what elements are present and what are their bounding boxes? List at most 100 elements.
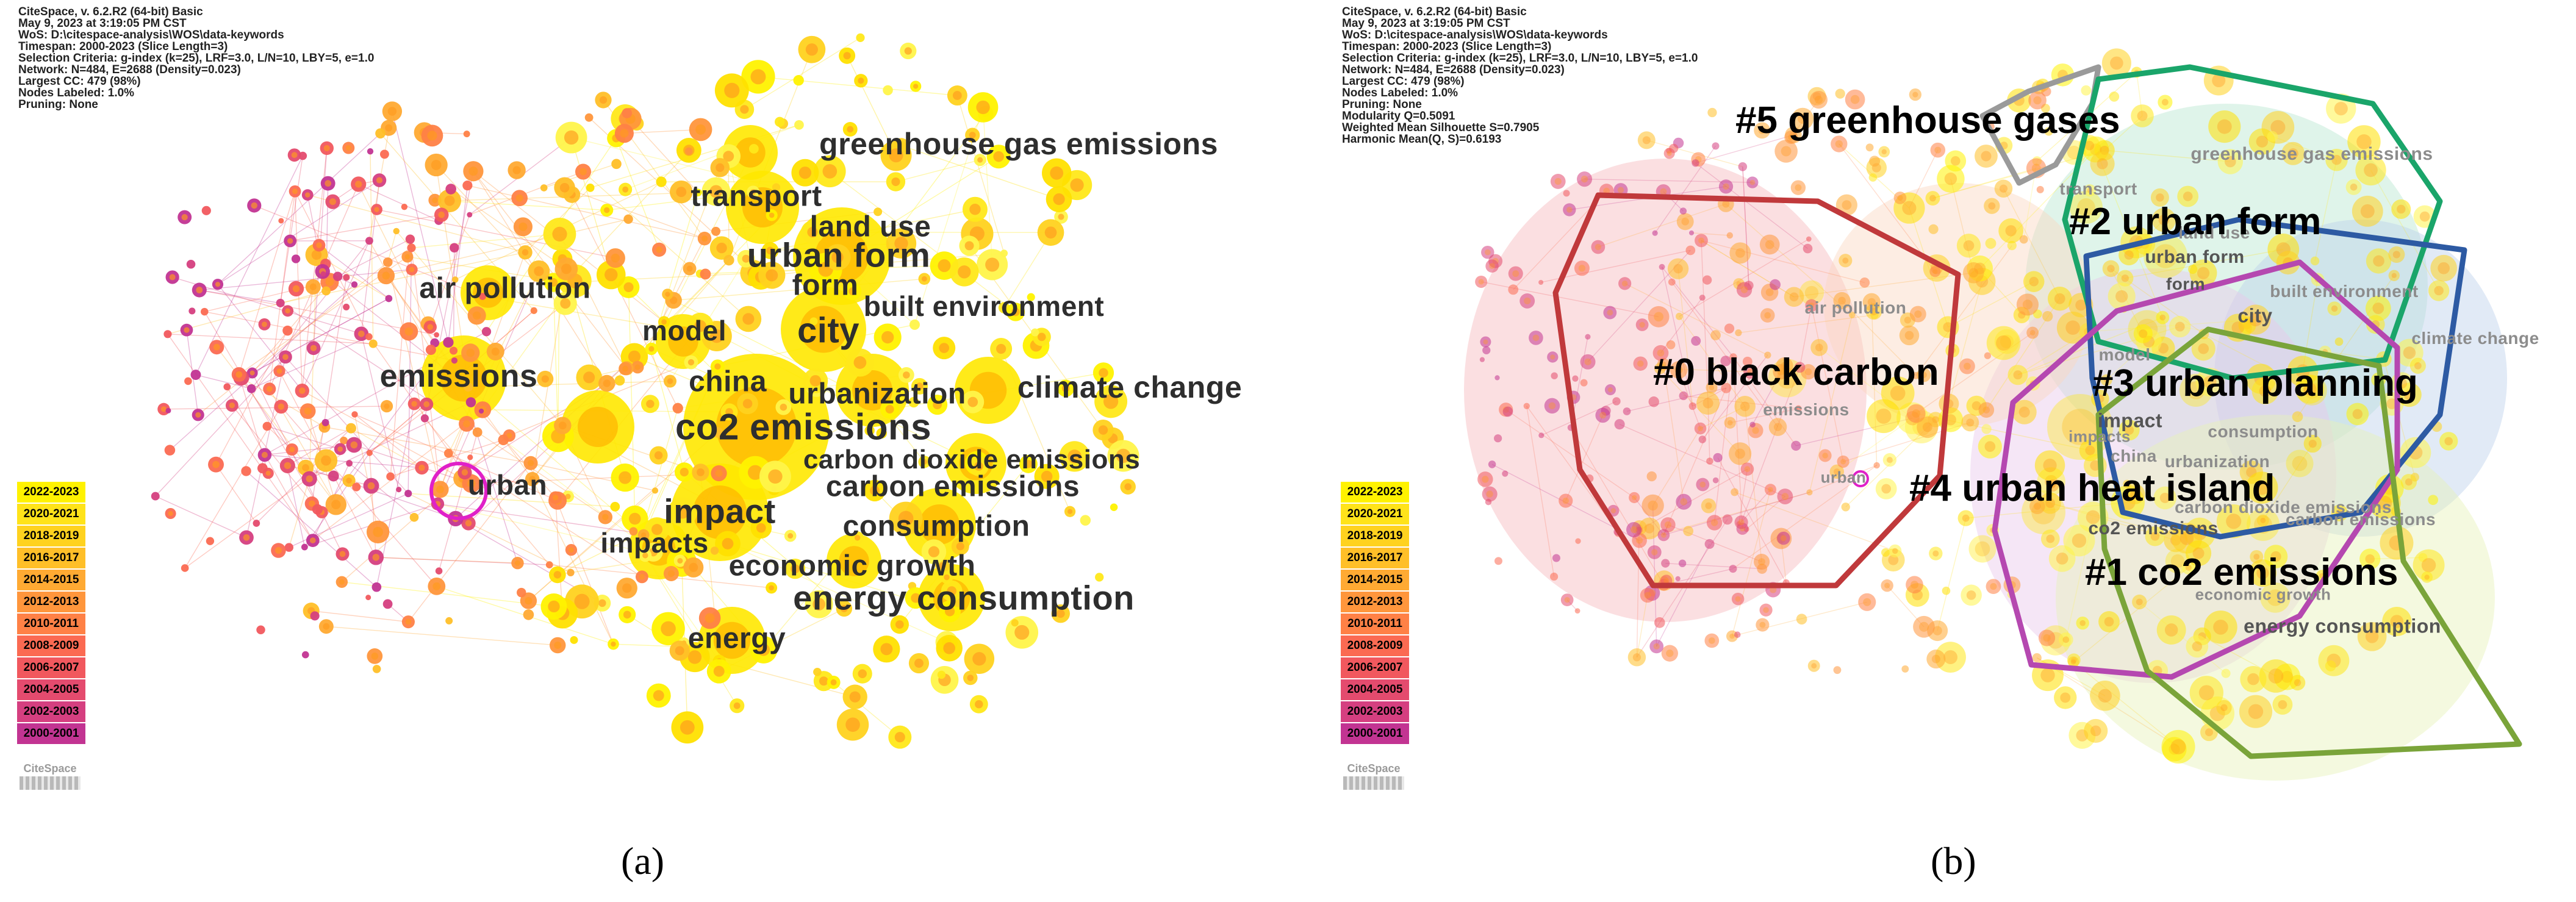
keyword-label: model [2098, 345, 2151, 364]
cluster-label-1: #1 co2 emissions [2085, 551, 2398, 593]
legend-year: 2012-2013 [17, 592, 85, 612]
legend-year: 2012-2013 [1341, 592, 1409, 612]
keyword-label: impact [664, 492, 776, 531]
keyword-label: economic growth [728, 549, 976, 582]
cluster-label-2: #2 urban form [2069, 201, 2322, 243]
info-line: Largest CC: 479 (98%) [18, 75, 141, 88]
keyword-label: consumption [2208, 422, 2319, 441]
keyword-label: economic growth [2195, 585, 2331, 604]
keyword-label: energy consumption [2244, 615, 2441, 637]
legend-year: 2006-2007 [17, 657, 85, 678]
info-line: Harmonic Mean(Q, S)=0.6193 [1342, 133, 1502, 146]
keyword-label: greenhouse gas emissions [819, 127, 1218, 161]
keyword-label: form [2165, 274, 2206, 293]
keyword-label: impact [2097, 409, 2163, 432]
info-line: Network: N=484, E=2688 (Density=0.023) [1342, 63, 1565, 76]
keyword-label: transport [691, 180, 822, 213]
keyword-label: model [642, 315, 727, 346]
legend-year: 2004-2005 [17, 679, 85, 700]
keyword-label: air pollution [1804, 298, 1907, 317]
info-line: Selection Criteria: g-index (k=25), LRF=… [1342, 52, 1698, 65]
keyword-label: urban [1820, 468, 1867, 487]
keyword-label: china [689, 365, 767, 398]
keyword-label: carbon dioxide emissions [2175, 498, 2392, 517]
keyword-label: impacts [2068, 427, 2131, 446]
keyword-label: city [2237, 304, 2273, 327]
info-line: Nodes Labeled: 1.0% [1342, 87, 1458, 99]
network-graph-b [1464, 48, 2522, 781]
info-line: Nodes Labeled: 1.0% [18, 87, 135, 99]
legend-year: 2014-2015 [1341, 570, 1409, 590]
logo-text: CiteSpace [23, 762, 77, 775]
info-line: Network: N=484, E=2688 (Density=0.023) [18, 63, 241, 76]
keyword-label: urban form [747, 235, 931, 274]
cluster-label-0: #0 black carbon [1653, 351, 1939, 393]
info-block-a: CiteSpace, v. 6.2.R2 (64-bit) Basic May … [18, 6, 374, 110]
info-block-b: CiteSpace, v. 6.2.R2 (64-bit) Basic May … [1342, 6, 1698, 145]
keyword-label: carbon emissions [825, 470, 1080, 503]
citespace-logo-a: CiteSpace [13, 762, 87, 798]
legend-year: 2022-2023 [1341, 482, 1409, 503]
keyword-label: energy [687, 622, 786, 655]
keyword-label: city [797, 310, 859, 351]
legend-year: 2022-2023 [17, 482, 85, 503]
info-line: Timespan: 2000-2023 (Slice Length=3) [1342, 40, 1552, 53]
caption-b: (b) [1931, 839, 1976, 882]
logo-text: CiteSpace [1347, 762, 1401, 775]
keyword-label: urbanization [2164, 452, 2270, 471]
keyword-label: carbon emissions [2285, 510, 2436, 529]
keyword-label: built environment [2270, 282, 2419, 301]
legend-year: 2004-2005 [1341, 679, 1409, 700]
year-legend-a: 2022-2023 2020-2021 2018-2019 2016-2017 … [17, 482, 85, 745]
keyword-label: climate change [1017, 370, 1243, 404]
keyword-label: energy consumption [793, 578, 1135, 617]
keyword-label: land use [2178, 223, 2250, 242]
keyword-label: urbanization [788, 378, 966, 410]
keyword-label: land use [809, 210, 931, 243]
keyword-label: china [2111, 446, 2157, 465]
info-line: Modularity Q=0.5091 [1342, 110, 1455, 123]
legend-year: 2010-2011 [17, 614, 85, 634]
legend-year: 2000-2001 [17, 723, 85, 744]
legend-year: 2008-2009 [1341, 635, 1409, 656]
legend-year: 2008-2009 [17, 635, 85, 656]
keyword-label: consumption [842, 510, 1030, 543]
info-line: Pruning: None [18, 98, 98, 111]
keyword-label: carbon dioxide emissions [803, 445, 1141, 474]
info-line: Weighted Mean Silhouette S=0.7905 [1342, 121, 1540, 134]
keyword-label: greenhouse gas emissions [2190, 144, 2433, 164]
cluster-label-4: #4 urban heat island [1909, 467, 2275, 509]
keyword-label: air pollution [419, 272, 591, 305]
keyword-label: urban form [2145, 247, 2245, 267]
network-graph-a [151, 33, 1139, 749]
keyword-label: co2 emissions [2088, 518, 2219, 539]
cluster-label-3: #3 urban planning [2092, 362, 2418, 404]
year-legend-b: 2022-2023 2020-2021 2018-2019 2016-2017 … [1341, 482, 1409, 745]
info-line: WoS: D:\citespace-analysis\WOS\data-keyw… [18, 29, 284, 41]
keyword-label: emissions [1763, 400, 1849, 419]
legend-year: 2018-2019 [17, 526, 85, 546]
caption-a: (a) [621, 839, 665, 882]
info-line: Timespan: 2000-2023 (Slice Length=3) [18, 40, 228, 53]
keyword-label: built environment [863, 290, 1105, 322]
keyword-label: emissions [379, 359, 538, 394]
legend-year: 2002-2003 [17, 701, 85, 722]
legend-year: 2018-2019 [1341, 526, 1409, 546]
legend-year: 2010-2011 [1341, 614, 1409, 634]
legend-year: 2000-2001 [1341, 723, 1409, 744]
legend-year: 2020-2021 [17, 504, 85, 524]
keyword-label: impacts [600, 527, 709, 559]
legend-year: 2002-2003 [1341, 701, 1409, 722]
panel-a-keyword-network: CiteSpace, v. 6.2.R2 (64-bit) Basic May … [0, 0, 1250, 817]
info-line: May 9, 2023 at 3:19:05 PM CST [1342, 17, 1510, 30]
keyword-label: co2 emissions [675, 406, 932, 448]
legend-year: 2006-2007 [1341, 657, 1409, 678]
legend-year: 2016-2017 [17, 548, 85, 568]
legend-year: 2014-2015 [17, 570, 85, 590]
keyword-label: climate change [2411, 329, 2539, 348]
info-line: WoS: D:\citespace-analysis\WOS\data-keyw… [1342, 29, 1608, 41]
info-line: CiteSpace, v. 6.2.R2 (64-bit) Basic [1342, 5, 1527, 18]
info-line: CiteSpace, v. 6.2.R2 (64-bit) Basic [18, 5, 203, 18]
keyword-label: transport [2059, 179, 2137, 198]
legend-year: 2016-2017 [1341, 548, 1409, 568]
